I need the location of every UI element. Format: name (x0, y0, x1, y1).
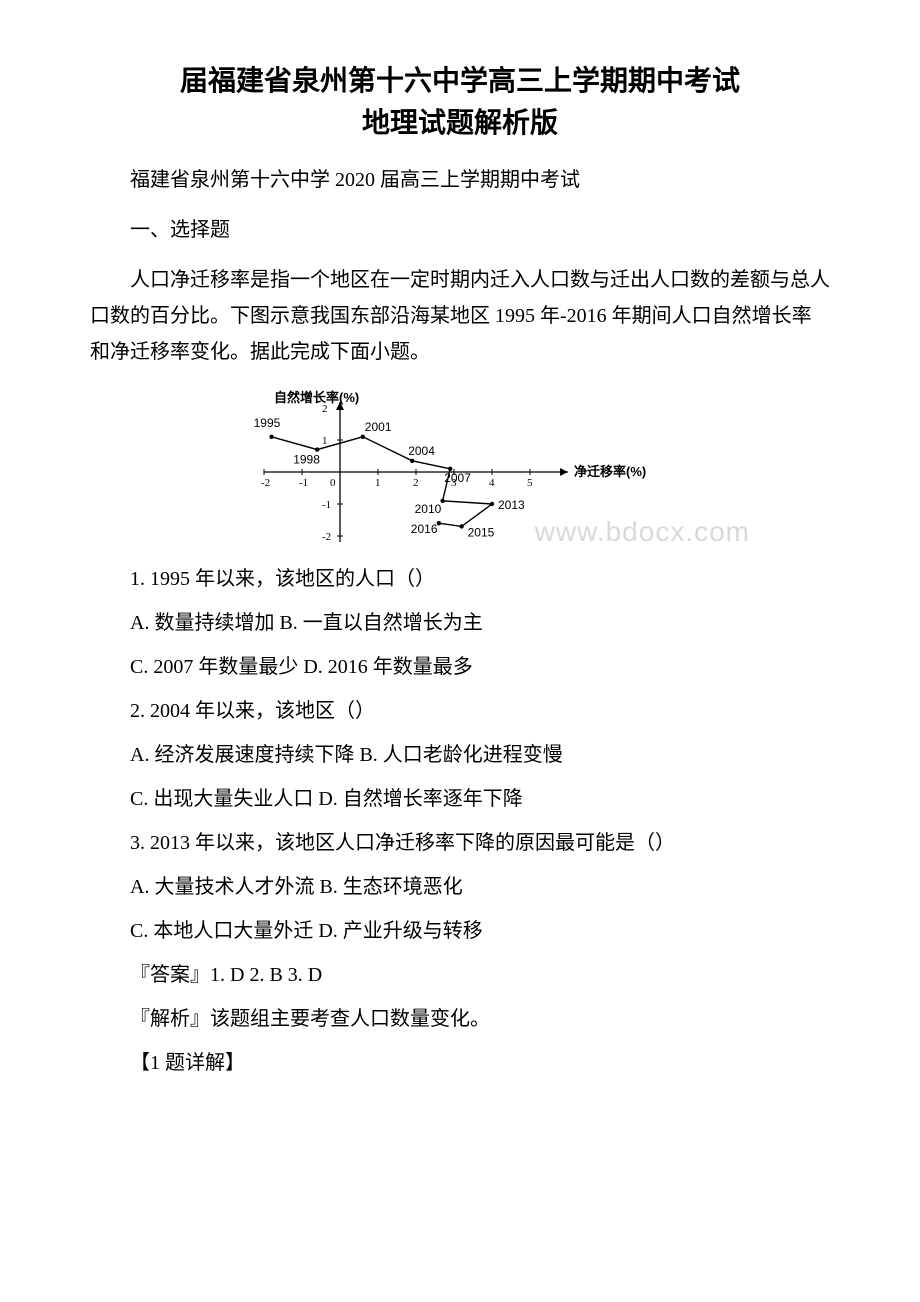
svg-text:2004: 2004 (408, 444, 435, 458)
page-title: 届福建省泉州第十六中学高三上学期期中考试 地理试题解析版 (90, 60, 830, 144)
chart-svg: 自然增长率(%)净迁移率(%)-2-112345-2-1120199519982… (210, 380, 670, 550)
svg-text:2013: 2013 (498, 498, 525, 512)
svg-text:2: 2 (322, 403, 328, 415)
intro-paragraph: 人口净迁移率是指一个地区在一定时期内迁入人口数与迁出人口数的差额与总人口数的百分… (90, 262, 830, 370)
svg-text:1: 1 (375, 477, 381, 489)
q2-opts2: C. 出现大量失业人口 D. 自然增长率逐年下降 (90, 780, 830, 818)
section-heading: 一、选择题 (90, 212, 830, 248)
explain-line: 『解析』该题组主要考查人口数量变化。 (90, 1000, 830, 1038)
title-line2: 地理试题解析版 (362, 107, 558, 138)
subtitle: 福建省泉州第十六中学 2020 届高三上学期期中考试 (90, 162, 830, 198)
svg-text:2007: 2007 (444, 471, 471, 485)
q2-opts1: A. 经济发展速度持续下降 B. 人口老龄化进程变慢 (90, 736, 830, 774)
svg-text:2010: 2010 (415, 502, 442, 516)
q2-stem: 2. 2004 年以来，该地区（） (90, 692, 830, 730)
q1-opts1: A. 数量持续增加 B. 一直以自然增长为主 (90, 604, 830, 642)
title-line1: 届福建省泉州第十六中学高三上学期期中考试 (180, 65, 740, 96)
svg-text:-1: -1 (322, 499, 331, 511)
chart: 自然增长率(%)净迁移率(%)-2-112345-2-1120199519982… (210, 380, 670, 550)
svg-text:2016: 2016 (411, 522, 438, 536)
svg-text:净迁移率(%): 净迁移率(%) (574, 464, 646, 479)
q3-opts1: A. 大量技术人才外流 B. 生态环境恶化 (90, 868, 830, 906)
q3-opts2: C. 本地人口大量外迁 D. 产业升级与转移 (90, 912, 830, 950)
svg-text:2: 2 (413, 477, 419, 489)
svg-text:自然增长率(%): 自然增长率(%) (274, 390, 359, 405)
svg-text:2015: 2015 (468, 525, 495, 539)
svg-text:1: 1 (322, 435, 328, 447)
q1-stem: 1. 1995 年以来，该地区的人口（） (90, 560, 830, 598)
q3-stem: 3. 2013 年以来，该地区人口净迁移率下降的原因最可能是（） (90, 824, 830, 862)
svg-text:1998: 1998 (293, 453, 320, 467)
detail-heading: 【1 题详解】 (90, 1044, 830, 1082)
svg-text:5: 5 (527, 477, 533, 489)
answer-line: 『答案』1. D 2. B 3. D (90, 956, 830, 994)
svg-text:-1: -1 (299, 477, 308, 489)
svg-text:2001: 2001 (365, 420, 392, 434)
q1-opts2: C. 2007 年数量最少 D. 2016 年数量最多 (90, 648, 830, 686)
svg-text:0: 0 (330, 477, 336, 489)
svg-text:1995: 1995 (254, 416, 281, 430)
svg-text:-2: -2 (322, 531, 331, 543)
svg-text:4: 4 (489, 477, 495, 489)
svg-text:-2: -2 (261, 477, 270, 489)
